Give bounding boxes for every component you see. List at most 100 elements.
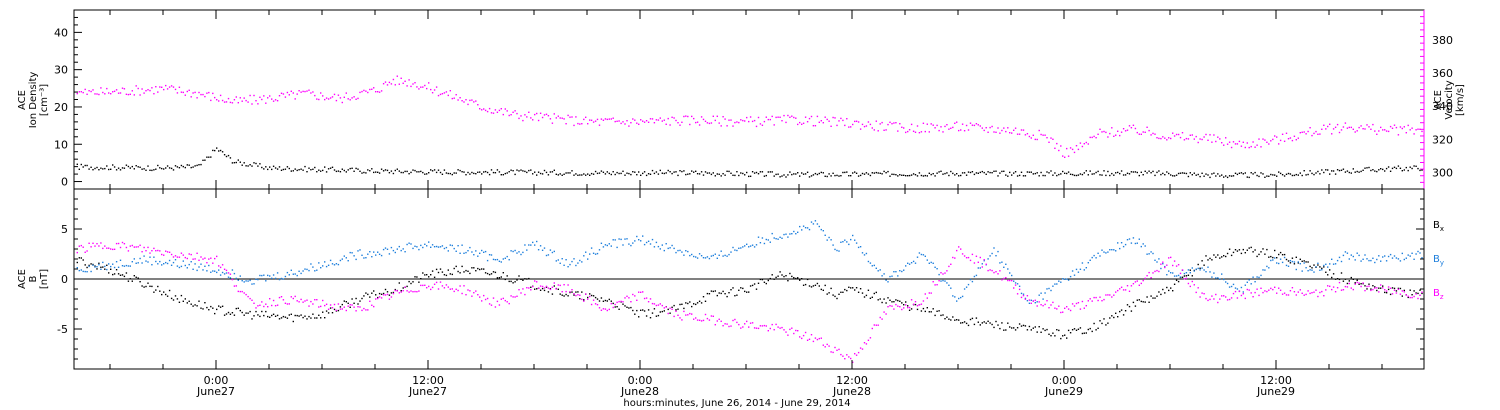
data-point xyxy=(907,262,909,264)
data-point xyxy=(221,271,224,274)
data-point xyxy=(879,298,881,300)
data-point xyxy=(1340,289,1343,291)
data-point xyxy=(117,242,120,245)
data-point xyxy=(1036,172,1038,174)
data-point xyxy=(1340,272,1343,274)
data-point xyxy=(985,127,987,129)
data-point xyxy=(1419,289,1421,291)
data-point xyxy=(176,256,179,258)
data-point xyxy=(836,297,838,300)
data-point xyxy=(1401,290,1403,292)
data-point xyxy=(518,170,520,172)
data-point xyxy=(1309,269,1311,271)
data-point xyxy=(1101,322,1103,325)
data-point xyxy=(324,166,326,168)
data-point xyxy=(718,254,720,256)
data-point xyxy=(545,171,548,174)
data-point xyxy=(365,292,367,294)
data-point xyxy=(76,251,78,254)
x-tick-date: June27 xyxy=(408,385,447,398)
data-point xyxy=(502,258,504,260)
data-point xyxy=(149,169,151,171)
data-point xyxy=(351,97,353,99)
data-point xyxy=(190,166,192,169)
data-point xyxy=(1258,276,1260,279)
data-point xyxy=(1374,170,1376,172)
data-point xyxy=(610,118,612,120)
data-point xyxy=(1287,265,1290,267)
data-point xyxy=(1064,156,1066,158)
data-point xyxy=(1297,174,1299,176)
data-point xyxy=(276,314,279,317)
data-point xyxy=(999,132,1001,134)
data-point xyxy=(1134,242,1137,245)
data-point xyxy=(632,171,634,173)
data-point xyxy=(208,91,210,94)
data-point xyxy=(428,241,430,243)
data-point xyxy=(1270,255,1272,258)
data-point xyxy=(769,118,771,121)
data-point xyxy=(453,172,455,174)
data-point xyxy=(907,305,909,307)
data-point xyxy=(1297,291,1299,293)
data-point xyxy=(1107,294,1109,296)
data-point xyxy=(969,122,972,124)
data-point xyxy=(924,174,926,177)
data-point xyxy=(1079,268,1082,270)
data-point xyxy=(852,287,854,289)
data-point xyxy=(1185,137,1188,140)
data-point xyxy=(153,256,155,258)
data-point xyxy=(869,337,872,339)
data-point xyxy=(484,298,487,301)
data-point xyxy=(104,167,106,170)
data-point xyxy=(1111,315,1113,317)
data-point xyxy=(86,271,88,273)
data-point xyxy=(455,288,457,290)
data-point xyxy=(700,116,703,118)
data-point xyxy=(1397,258,1400,260)
data-point xyxy=(1319,173,1321,175)
data-point xyxy=(255,278,257,280)
data-point xyxy=(121,167,124,169)
data-point xyxy=(225,155,228,158)
data-point xyxy=(748,120,750,123)
data-point xyxy=(302,301,304,303)
data-point xyxy=(1150,277,1152,279)
data-point xyxy=(261,274,263,277)
data-point xyxy=(479,252,481,254)
data-point xyxy=(1013,129,1015,131)
data-point xyxy=(773,329,775,331)
data-point xyxy=(952,316,954,318)
data-point xyxy=(714,290,716,292)
data-point xyxy=(1185,172,1188,175)
data-point xyxy=(290,296,292,298)
data-point xyxy=(653,122,656,124)
data-point xyxy=(1405,132,1407,134)
data-point xyxy=(673,171,675,173)
data-point xyxy=(500,108,502,110)
data-point xyxy=(1368,166,1370,169)
data-point xyxy=(543,289,546,292)
data-point xyxy=(598,307,601,309)
data-point xyxy=(1197,263,1199,266)
data-point xyxy=(547,174,550,176)
data-point xyxy=(791,275,793,278)
data-point xyxy=(1005,130,1007,133)
data-point xyxy=(818,337,820,340)
data-point xyxy=(1087,262,1089,264)
data-point xyxy=(84,164,86,167)
data-point xyxy=(168,251,171,253)
data-point xyxy=(775,323,777,326)
data-point xyxy=(665,172,667,174)
data-point xyxy=(675,119,677,122)
data-point xyxy=(889,175,891,177)
data-point xyxy=(76,92,78,95)
data-point xyxy=(141,88,143,90)
data-point xyxy=(339,306,342,308)
data-point xyxy=(115,269,118,271)
data-point xyxy=(910,174,913,176)
data-point xyxy=(677,174,679,177)
data-point xyxy=(883,298,885,300)
data-point xyxy=(1011,279,1013,282)
data-point xyxy=(728,119,730,121)
